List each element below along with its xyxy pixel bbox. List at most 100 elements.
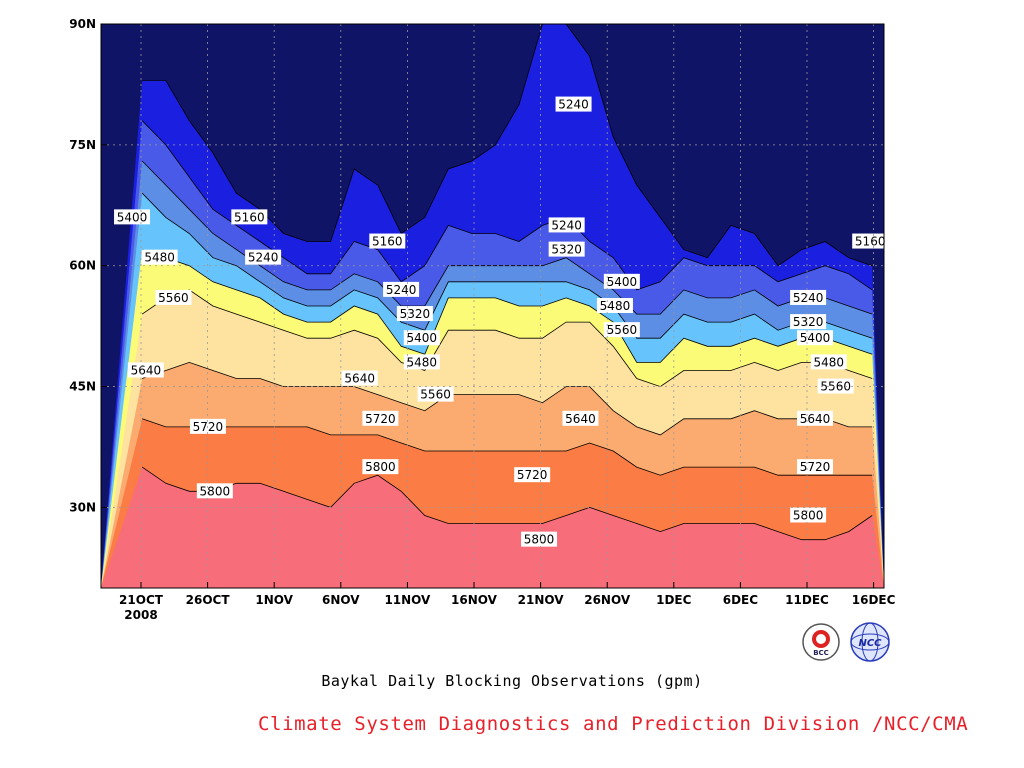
svg-text:5480: 5480 bbox=[407, 355, 438, 369]
svg-text:5240: 5240 bbox=[793, 291, 824, 305]
bcc-logo-text: BCC bbox=[813, 649, 829, 657]
contour-label-5320: 5320 bbox=[790, 314, 827, 330]
contour-label-5160: 5160 bbox=[369, 233, 406, 249]
svg-text:5400: 5400 bbox=[607, 275, 638, 289]
contour-line-5720 bbox=[142, 418, 873, 476]
contour-label-5400: 5400 bbox=[603, 273, 640, 289]
contour-label-5320: 5320 bbox=[548, 241, 585, 257]
contour-line-5640 bbox=[142, 361, 873, 436]
contour-label-5160: 5160 bbox=[852, 233, 889, 249]
plot-area bbox=[101, 23, 884, 588]
svg-text:5240: 5240 bbox=[248, 251, 279, 265]
contour-label-5400: 5400 bbox=[114, 209, 151, 225]
svg-text:5320: 5320 bbox=[551, 243, 582, 257]
contour-label-5800: 5800 bbox=[790, 507, 827, 523]
ncc-logo: NCC bbox=[850, 622, 890, 662]
contour-label-5800: 5800 bbox=[521, 531, 558, 547]
svg-text:5720: 5720 bbox=[517, 468, 548, 482]
contour-label-5400: 5400 bbox=[797, 330, 834, 346]
x-year-label: 2008 bbox=[124, 608, 157, 622]
svg-text:5720: 5720 bbox=[365, 412, 396, 426]
contour-label-5320: 5320 bbox=[396, 306, 433, 322]
contour-label-5640: 5640 bbox=[797, 410, 834, 426]
contour-label-5560: 5560 bbox=[603, 322, 640, 338]
x-tick-label: 11DEC bbox=[785, 593, 829, 607]
y-axis: 30N 45N 60N 75N 90N bbox=[69, 17, 107, 514]
chart-caption-credit: Climate System Diagnostics and Predictio… bbox=[258, 713, 969, 735]
x-tick-label: 21NOV bbox=[518, 593, 565, 607]
contour-label-5240: 5240 bbox=[790, 289, 827, 305]
svg-text:5640: 5640 bbox=[344, 372, 375, 386]
svg-text:5160: 5160 bbox=[372, 235, 403, 249]
contour-labels: 5160 5160 5160 5240 5240 5240 5240 5240 5320 5320… bbox=[114, 96, 889, 547]
svg-text:5480: 5480 bbox=[600, 299, 631, 313]
contour-label-5560: 5560 bbox=[817, 378, 854, 394]
svg-text:5640: 5640 bbox=[565, 412, 596, 426]
svg-text:5560: 5560 bbox=[607, 323, 638, 337]
bcc-logo: BCC bbox=[802, 623, 840, 661]
chart-caption-title: Baykal Daily Blocking Observations (gpm) bbox=[321, 672, 703, 690]
contour-label-5160: 5160 bbox=[231, 209, 268, 225]
x-tick-label: 1DEC bbox=[656, 593, 692, 607]
contour-label-5240: 5240 bbox=[548, 217, 585, 233]
contour-label-5240: 5240 bbox=[555, 96, 592, 112]
svg-text:5800: 5800 bbox=[200, 484, 231, 498]
svg-text:5320: 5320 bbox=[793, 315, 824, 329]
y-tick-label: 30N bbox=[69, 500, 96, 514]
region-above-5800 bbox=[101, 467, 884, 588]
x-tick-label: 6NOV bbox=[322, 593, 360, 607]
contour-label-5720: 5720 bbox=[514, 467, 551, 483]
y-tick-label: 90N bbox=[69, 17, 96, 31]
svg-text:5480: 5480 bbox=[814, 355, 845, 369]
svg-text:5800: 5800 bbox=[793, 508, 824, 522]
contour-label-5800: 5800 bbox=[196, 483, 233, 499]
svg-text:5160: 5160 bbox=[855, 235, 886, 249]
contour-label-5720: 5720 bbox=[797, 459, 834, 475]
x-tick-label: 16DEC bbox=[852, 593, 896, 607]
grid-lines bbox=[101, 23, 884, 588]
svg-text:5640: 5640 bbox=[131, 363, 162, 377]
x-axis: 21OCT 26OCT 1NOV 6NOV 11NOV 16NOV 21NOV 26NOV 1D… bbox=[119, 582, 896, 622]
contour-label-5240: 5240 bbox=[383, 281, 420, 297]
logos: BCC NCC bbox=[800, 622, 900, 670]
y-tick-label: 60N bbox=[69, 259, 96, 273]
svg-text:5400: 5400 bbox=[407, 331, 438, 345]
contour-label-5480: 5480 bbox=[810, 354, 847, 370]
y-tick-label: 45N bbox=[69, 380, 96, 394]
svg-text:5560: 5560 bbox=[158, 291, 189, 305]
svg-text:5560: 5560 bbox=[820, 380, 851, 394]
contour-label-5480: 5480 bbox=[141, 249, 178, 265]
svg-text:5240: 5240 bbox=[386, 283, 417, 297]
ncc-logo-text: NCC bbox=[858, 638, 882, 649]
svg-text:5400: 5400 bbox=[800, 331, 831, 345]
svg-text:5320: 5320 bbox=[400, 307, 431, 321]
contour-label-5560: 5560 bbox=[417, 386, 454, 402]
x-tick-label: 21OCT bbox=[119, 593, 164, 607]
contour-label-5560: 5560 bbox=[155, 289, 192, 305]
x-tick-label: 1NOV bbox=[255, 593, 293, 607]
x-tick-label: 16NOV bbox=[451, 593, 498, 607]
contour-label-5240: 5240 bbox=[245, 249, 282, 265]
x-tick-label: 26OCT bbox=[186, 593, 231, 607]
svg-text:5240: 5240 bbox=[558, 98, 589, 112]
contour-label-5640: 5640 bbox=[562, 410, 599, 426]
y-tick-label: 75N bbox=[69, 138, 96, 152]
svg-text:5480: 5480 bbox=[144, 251, 175, 265]
contour-line-5400 bbox=[141, 192, 873, 339]
plot-frame bbox=[100, 23, 885, 589]
svg-text:5400: 5400 bbox=[117, 210, 148, 224]
contour-label-5640: 5640 bbox=[127, 362, 164, 378]
contour-label-5720: 5720 bbox=[362, 410, 399, 426]
svg-text:5800: 5800 bbox=[524, 533, 555, 547]
x-tick-label: 26NOV bbox=[584, 593, 631, 607]
svg-text:5240: 5240 bbox=[551, 218, 582, 232]
contour-label-5400: 5400 bbox=[403, 330, 440, 346]
x-tick-label: 11NOV bbox=[384, 593, 431, 607]
svg-text:5720: 5720 bbox=[800, 460, 831, 474]
svg-text:5800: 5800 bbox=[365, 460, 396, 474]
contour-label-5800: 5800 bbox=[362, 459, 399, 475]
contour-line-5320 bbox=[141, 160, 873, 315]
contour-line-5480 bbox=[142, 249, 873, 363]
contour-line-5800 bbox=[141, 466, 873, 541]
